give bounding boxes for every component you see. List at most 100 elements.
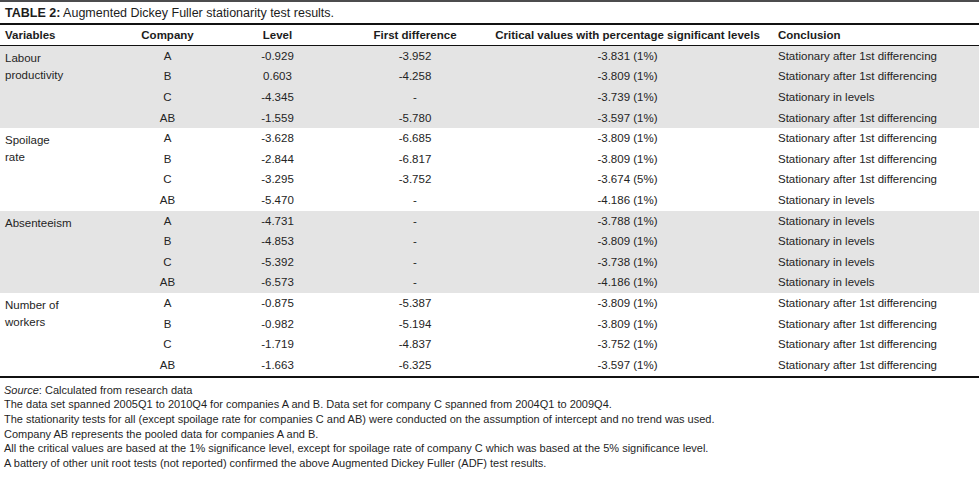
table-row: B0.603-4.258-3.809 (1%)Stationary after … — [0, 67, 979, 88]
level-cell: -2.844 — [205, 149, 350, 170]
company-cell: A — [130, 128, 205, 149]
variable-cell: Labour productivity — [0, 46, 130, 129]
note-line: All the critical values are based at the… — [4, 441, 977, 456]
column-header-company: Company — [130, 24, 205, 46]
column-header-conclusion: Conclusion — [775, 24, 979, 46]
level-cell: -1.719 — [205, 334, 350, 355]
company-cell: AB — [130, 190, 205, 211]
table-row: C-1.719-4.837-3.752 (1%)Stationary after… — [0, 334, 979, 355]
conclusion-cell: Stationary after 1st differencing — [775, 46, 979, 67]
company-cell: B — [130, 149, 205, 170]
first-difference-cell: - — [350, 211, 480, 232]
note-line: A battery of other unit root tests (not … — [4, 456, 977, 471]
note-line: The stationarity tests for all (except s… — [4, 412, 977, 427]
column-header-variables: Variables — [0, 24, 130, 46]
table-row: Spoilage rateA-3.628-6.685-3.809 (1%)Sta… — [0, 128, 979, 149]
first-difference-cell: - — [350, 190, 480, 211]
adf-results-table: Variables Company Level First difference… — [0, 23, 979, 378]
level-cell: -3.628 — [205, 128, 350, 149]
first-difference-cell: - — [350, 273, 480, 294]
table-row: B-0.982-5.194-3.809 (1%)Stationary after… — [0, 314, 979, 335]
first-difference-cell: -6.817 — [350, 149, 480, 170]
first-difference-cell: -6.325 — [350, 355, 480, 377]
company-cell: AB — [130, 355, 205, 377]
conclusion-cell: Stationary after 1st differencing — [775, 170, 979, 191]
level-cell: -4.345 — [205, 87, 350, 108]
first-difference-cell: - — [350, 252, 480, 273]
first-difference-cell: -5.387 — [350, 293, 480, 314]
first-difference-cell: -4.837 — [350, 334, 480, 355]
conclusion-cell: Stationary after 1st differencing — [775, 314, 979, 335]
critical-value-cell: -3.809 (1%) — [480, 67, 775, 88]
variable-cell: Absenteeism — [0, 211, 130, 293]
notes-extra: The data set spanned 2005Q1 to 2010Q4 fo… — [4, 397, 977, 471]
table-body: Labour productivityA-0.929-3.952-3.831 (… — [0, 46, 979, 377]
company-cell: AB — [130, 273, 205, 294]
first-difference-cell: - — [350, 231, 480, 252]
source-line: Source: Calculated from research data — [4, 383, 977, 398]
critical-value-cell: -3.674 (5%) — [480, 170, 775, 191]
table-row: AB-1.663-6.325-3.597 (1%)Stationary afte… — [0, 355, 979, 377]
notes: Source: Calculated from research data Th… — [0, 378, 979, 471]
critical-value-cell: -3.809 (1%) — [480, 149, 775, 170]
table-row: Number of workersA-0.875-5.387-3.809 (1%… — [0, 293, 979, 314]
level-cell: -1.663 — [205, 355, 350, 377]
critical-value-cell: -3.788 (1%) — [480, 211, 775, 232]
conclusion-cell: Stationary after 1st differencing — [775, 334, 979, 355]
first-difference-cell: -3.952 — [350, 46, 480, 67]
conclusion-cell: Stationary after 1st differencing — [775, 67, 979, 88]
table-row: B-2.844-6.817-3.809 (1%)Stationary after… — [0, 149, 979, 170]
critical-value-cell: -3.831 (1%) — [480, 46, 775, 67]
conclusion-cell: Stationary in levels — [775, 87, 979, 108]
source-label: Source — [4, 384, 39, 396]
level-cell: -6.573 — [205, 273, 350, 294]
critical-value-cell: -3.809 (1%) — [480, 314, 775, 335]
critical-value-cell: -3.597 (1%) — [480, 108, 775, 129]
level-cell: -4.731 — [205, 211, 350, 232]
first-difference-cell: -5.780 — [350, 108, 480, 129]
conclusion-cell: Stationary after 1st differencing — [775, 108, 979, 129]
paper-table-page: TABLE 2: Augmented Dickey Fuller station… — [0, 0, 979, 482]
first-difference-cell: -4.258 — [350, 67, 480, 88]
conclusion-cell: Stationary after 1st differencing — [775, 293, 979, 314]
first-difference-cell: -6.685 — [350, 128, 480, 149]
variable-cell: Spoilage rate — [0, 128, 130, 210]
table-row: C-4.345--3.739 (1%)Stationary in levels — [0, 87, 979, 108]
company-cell: B — [130, 314, 205, 335]
level-cell: -0.982 — [205, 314, 350, 335]
table-row: AB-6.573--4.186 (1%)Stationary in levels — [0, 273, 979, 294]
conclusion-cell: Stationary in levels — [775, 190, 979, 211]
table-row: AB-1.559-5.780-3.597 (1%)Stationary afte… — [0, 108, 979, 129]
critical-value-cell: -3.809 (1%) — [480, 293, 775, 314]
variable-cell: Number of workers — [0, 293, 130, 376]
critical-value-cell: -3.752 (1%) — [480, 334, 775, 355]
table-row: C-5.392--3.738 (1%)Stationary in levels — [0, 252, 979, 273]
company-cell: B — [130, 67, 205, 88]
company-cell: A — [130, 46, 205, 67]
table-row: AB-5.470--4.186 (1%)Stationary in levels — [0, 190, 979, 211]
critical-value-cell: -4.186 (1%) — [480, 273, 775, 294]
critical-value-cell: -3.597 (1%) — [480, 355, 775, 377]
table-title-text: Augmented Dickey Fuller stationarity tes… — [60, 6, 334, 20]
table-row: B-4.853--3.809 (1%)Stationary in levels — [0, 231, 979, 252]
level-cell: -4.853 — [205, 231, 350, 252]
level-cell: -5.470 — [205, 190, 350, 211]
company-cell: AB — [130, 108, 205, 129]
critical-value-cell: -3.739 (1%) — [480, 87, 775, 108]
company-cell: C — [130, 87, 205, 108]
critical-value-cell: -3.809 (1%) — [480, 128, 775, 149]
column-header-level: Level — [205, 24, 350, 46]
level-cell: -0.929 — [205, 46, 350, 67]
table-row: C-3.295-3.752-3.674 (5%)Stationary after… — [0, 170, 979, 191]
level-cell: 0.603 — [205, 67, 350, 88]
conclusion-cell: Stationary in levels — [775, 252, 979, 273]
column-header-first-difference: First difference — [350, 24, 480, 46]
company-cell: C — [130, 252, 205, 273]
level-cell: -1.559 — [205, 108, 350, 129]
level-cell: -5.392 — [205, 252, 350, 273]
company-cell: A — [130, 211, 205, 232]
conclusion-cell: Stationary in levels — [775, 211, 979, 232]
table-title-label: TABLE 2: — [5, 6, 60, 20]
company-cell: C — [130, 334, 205, 355]
source-text: : Calculated from research data — [39, 384, 192, 396]
